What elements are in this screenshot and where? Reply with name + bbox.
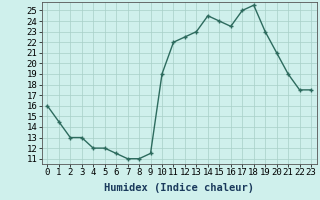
X-axis label: Humidex (Indice chaleur): Humidex (Indice chaleur) — [104, 183, 254, 193]
